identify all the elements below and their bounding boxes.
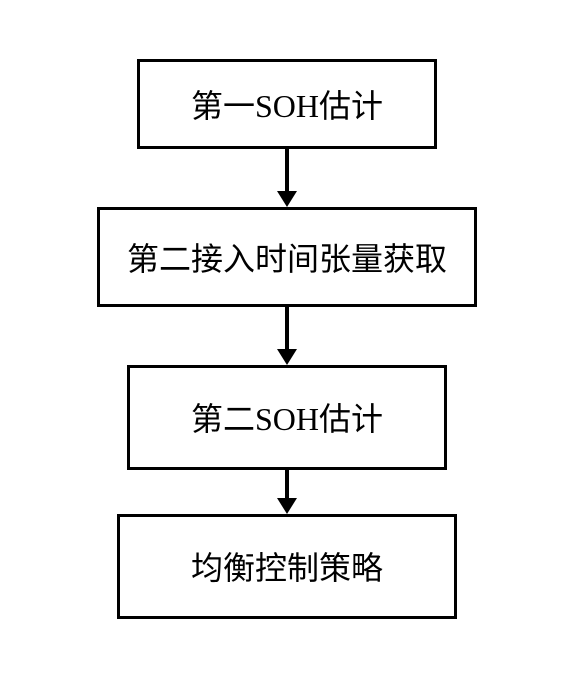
- flowchart-node-4: 均衡控制策略: [117, 514, 457, 619]
- flowchart-node-2: 第二接入时间张量获取: [97, 207, 477, 307]
- arrow-head-icon: [277, 191, 297, 207]
- flowchart-arrow-2: [277, 307, 297, 365]
- arrow-head-icon: [277, 349, 297, 365]
- node-label: 均衡控制策略: [191, 543, 383, 589]
- flowchart-arrow-3: [277, 470, 297, 514]
- arrow-line: [285, 149, 289, 191]
- arrow-line: [285, 307, 289, 349]
- arrow-line: [285, 470, 289, 498]
- node-label: 第二接入时间张量获取: [127, 234, 447, 280]
- flowchart-node-3: 第二SOH估计: [127, 365, 447, 470]
- arrow-head-icon: [277, 498, 297, 514]
- flowchart-container: 第一SOH估计 第二接入时间张量获取 第二SOH估计 均衡控制策略: [97, 59, 477, 619]
- flowchart-node-1: 第一SOH估计: [137, 59, 437, 149]
- flowchart-arrow-1: [277, 149, 297, 207]
- node-label: 第一SOH估计: [191, 81, 383, 127]
- node-label: 第二SOH估计: [191, 394, 383, 440]
